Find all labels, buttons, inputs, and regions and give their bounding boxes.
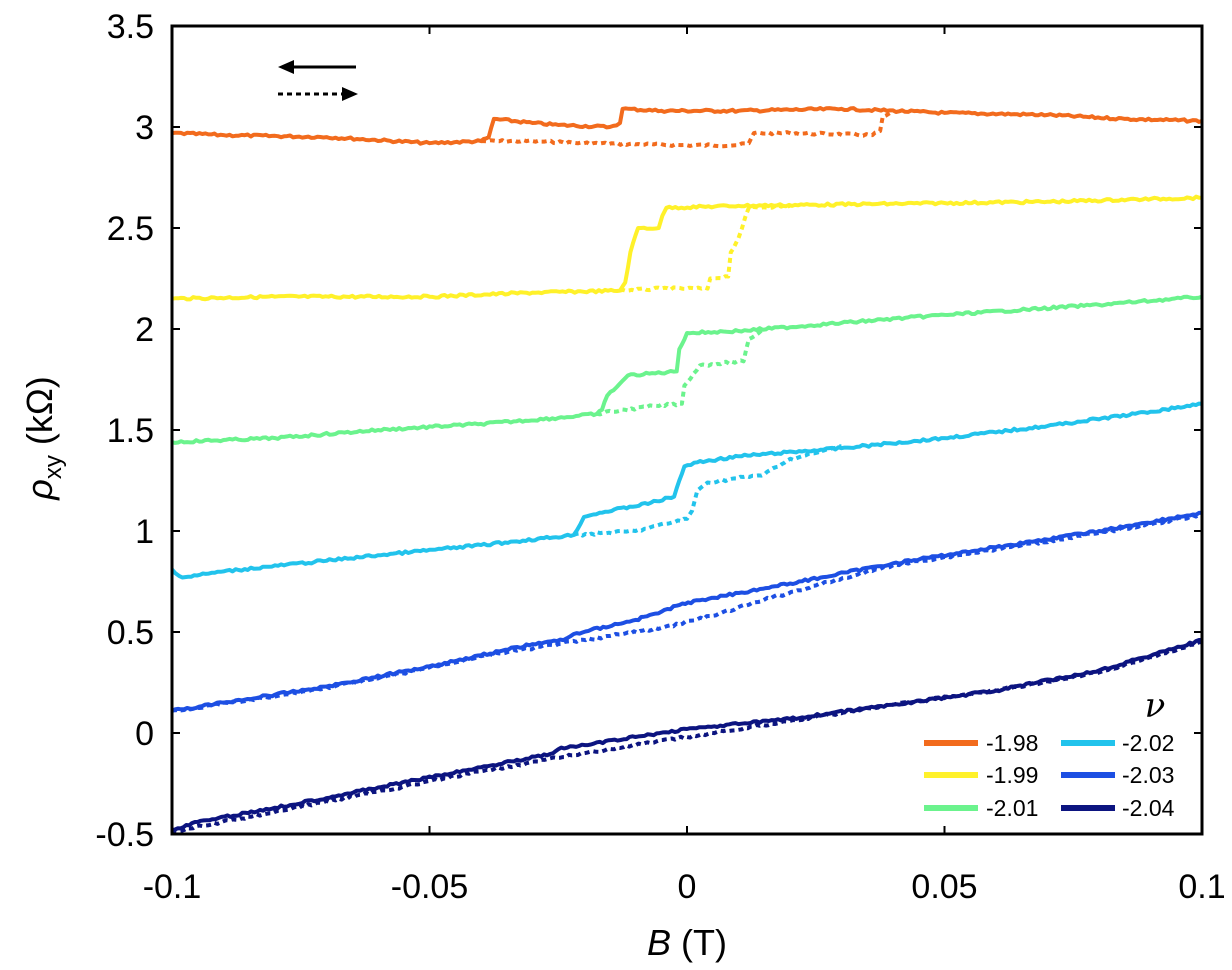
arrow-left-icon bbox=[278, 60, 294, 74]
x-tick-label: -0.05 bbox=[391, 868, 469, 906]
series-sweep-up-line bbox=[171, 640, 1203, 834]
y-tick-label: -0.5 bbox=[95, 816, 154, 854]
x-tick-label: 0.05 bbox=[911, 868, 977, 906]
series-sweep-up-line bbox=[572, 444, 842, 538]
y-tick-label: 2.5 bbox=[107, 210, 154, 248]
sweep-direction-indicator bbox=[278, 60, 358, 101]
series-sweep-down-line bbox=[171, 510, 1203, 713]
series-sweep-up-line bbox=[596, 327, 766, 417]
legend-label: -1.98 bbox=[986, 730, 1038, 756]
y-tick-label: 1 bbox=[135, 513, 154, 551]
legend-label: -2.01 bbox=[986, 795, 1038, 821]
legend: -1.98 -1.99 -2.01 -2.02 -2.03 -2.04 bbox=[924, 730, 1175, 821]
series-sweep-down-line bbox=[171, 106, 1203, 146]
x-tick-label: -0.1 bbox=[143, 868, 202, 906]
y-tick-label: 1.5 bbox=[107, 412, 154, 450]
series-sweep-down-line bbox=[171, 194, 1202, 302]
series-sweep-down-line bbox=[170, 401, 1203, 580]
series-sweep-up-line bbox=[481, 110, 894, 149]
legend-title: ν bbox=[1145, 686, 1166, 726]
x-tick-label: 0.1 bbox=[1178, 868, 1225, 906]
series-sweep-up-line bbox=[619, 203, 791, 293]
y-tick-label: 3.5 bbox=[107, 8, 154, 46]
series-sweep-down-line bbox=[171, 638, 1203, 832]
y-tick-label: 0.5 bbox=[107, 614, 154, 652]
arrow-right-icon bbox=[342, 87, 358, 101]
x-axis-label: B (T) bbox=[647, 922, 727, 963]
y-tick-label: 0 bbox=[135, 715, 154, 753]
y-axis-label: ρxy (kΩ) bbox=[19, 376, 67, 501]
x-tick-label: 0 bbox=[678, 868, 697, 906]
legend-label: -2.03 bbox=[1122, 762, 1174, 788]
series-sweep-down-line bbox=[171, 294, 1203, 445]
y-tick-label: 2 bbox=[135, 311, 154, 349]
legend-label: -1.99 bbox=[986, 762, 1038, 788]
y-tick-label: 3 bbox=[135, 109, 154, 147]
legend-label: -2.02 bbox=[1122, 730, 1174, 756]
legend-label: -2.04 bbox=[1122, 795, 1175, 821]
